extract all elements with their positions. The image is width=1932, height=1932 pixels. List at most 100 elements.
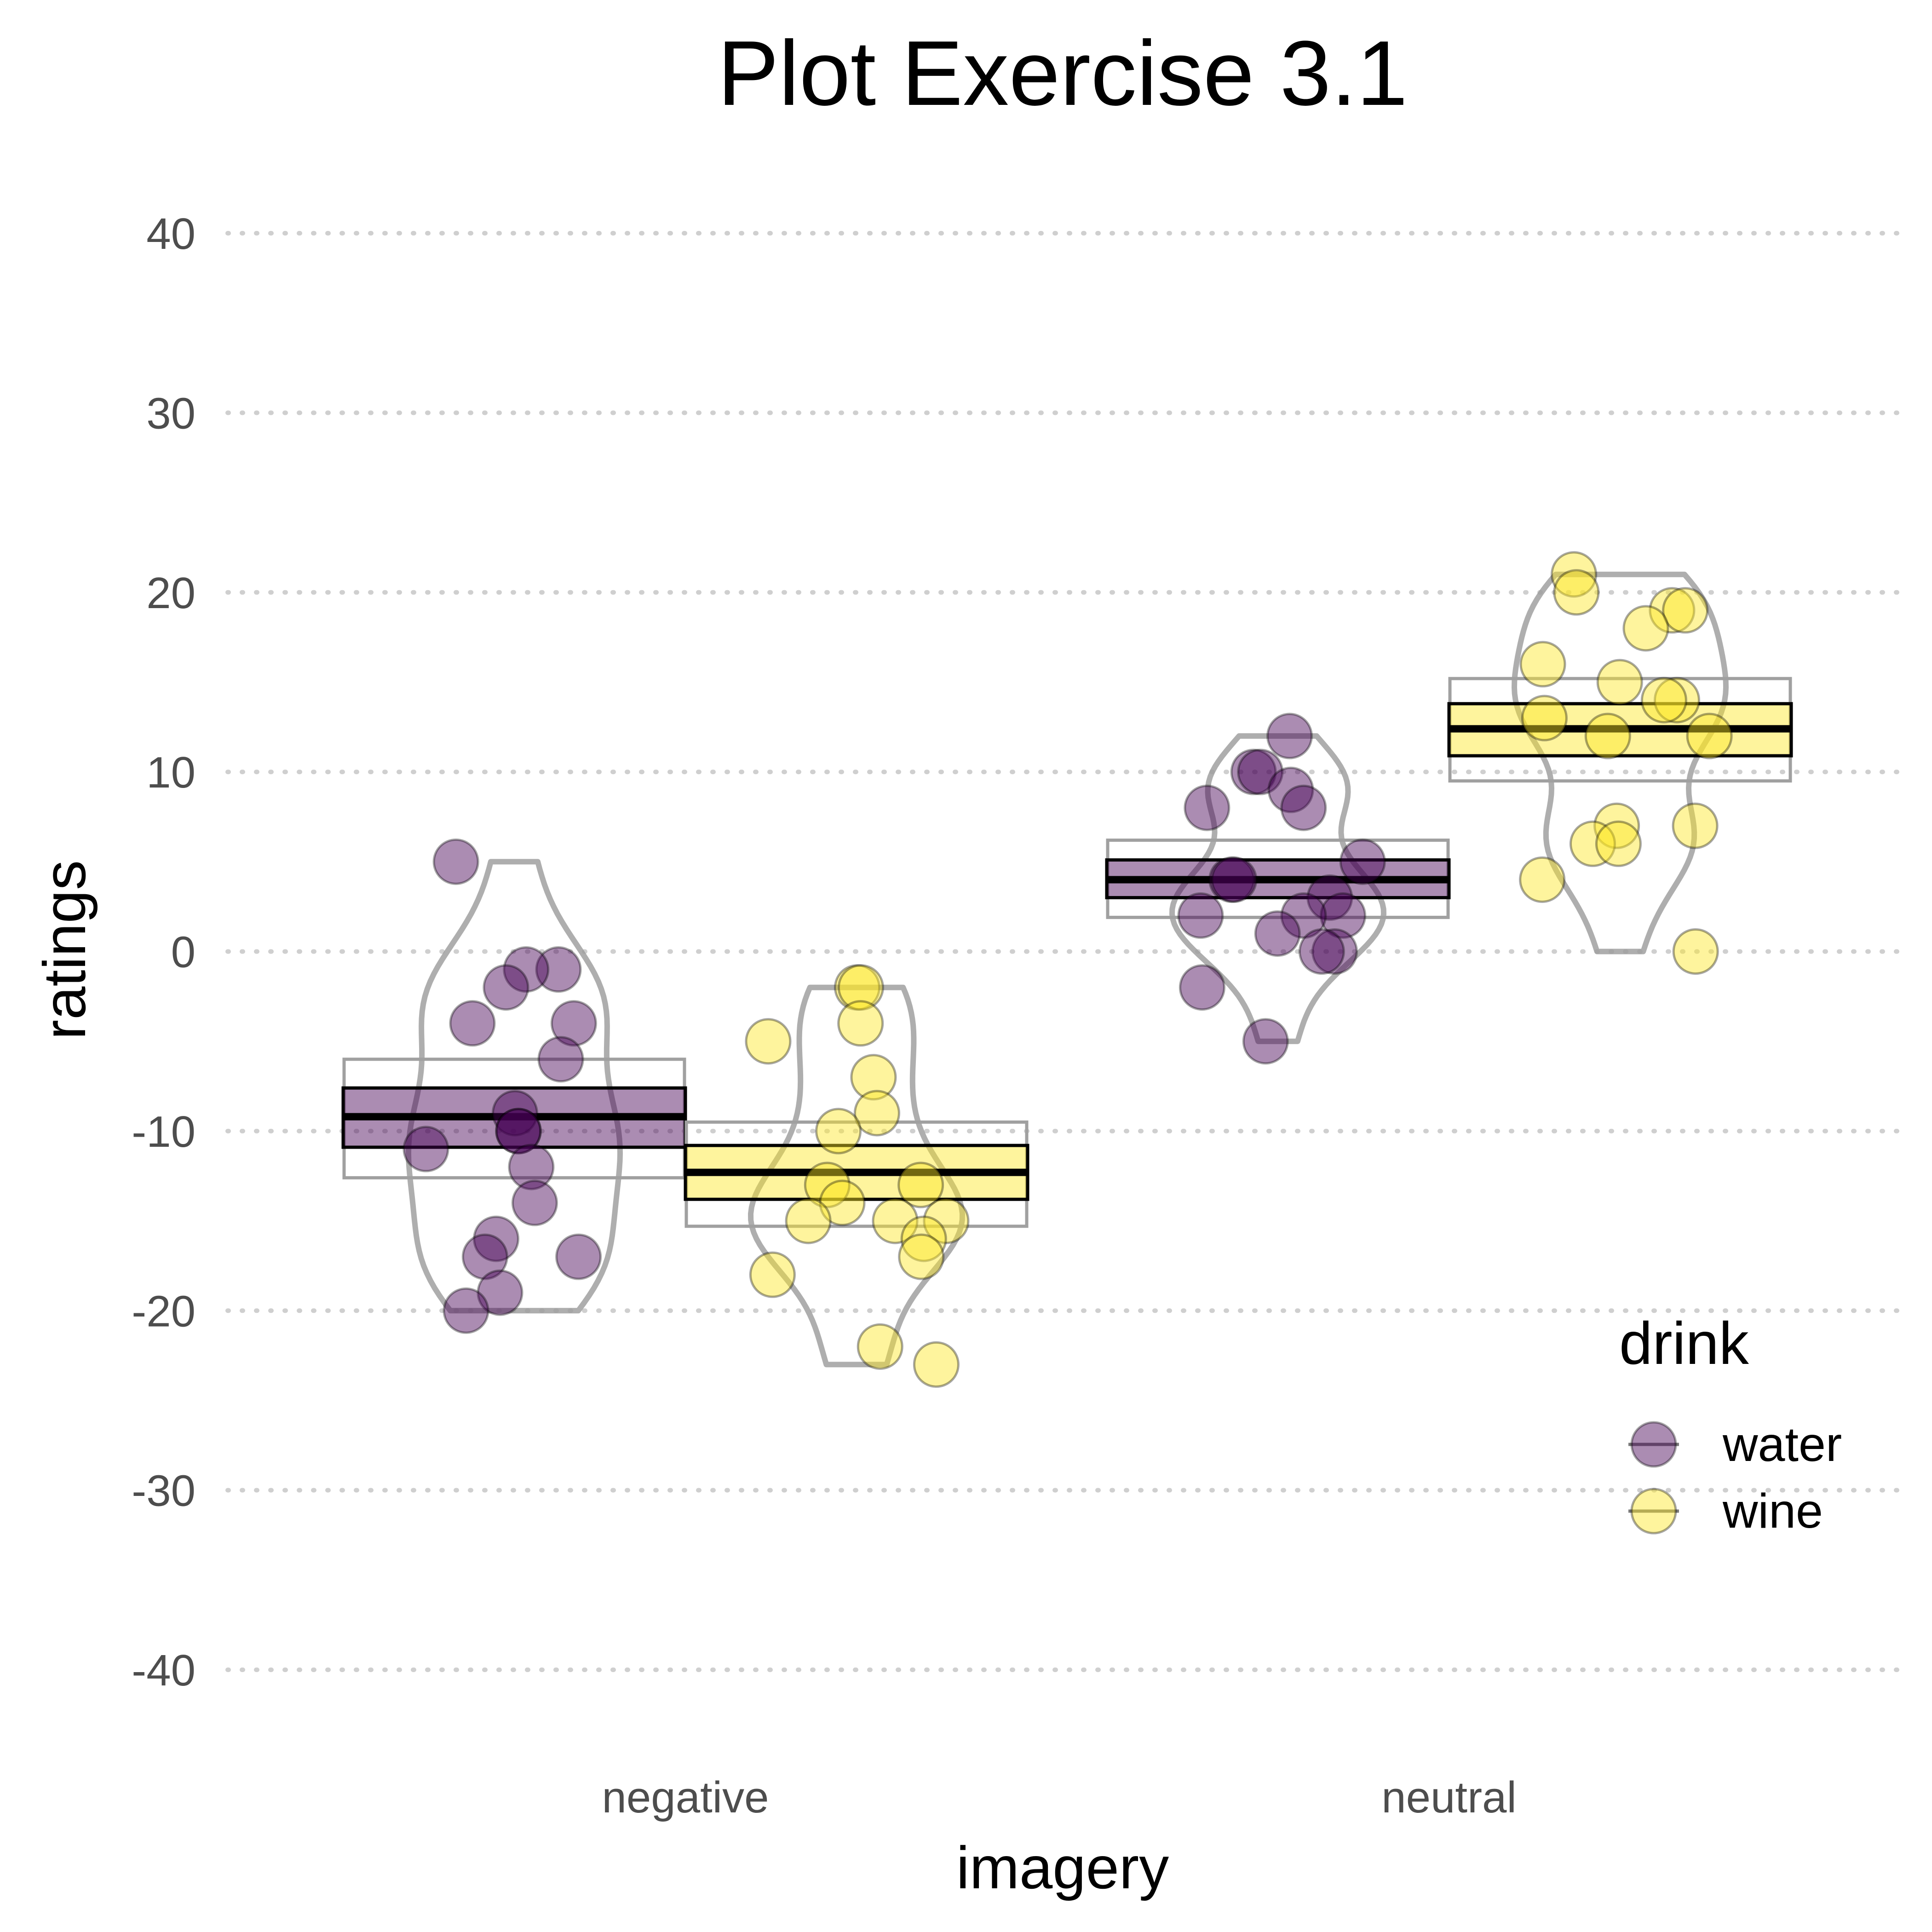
- violin-water-neutral: [1169, 733, 1386, 1044]
- point-wine: [1596, 659, 1643, 706]
- point-wine: [1649, 587, 1696, 634]
- point-wine: [872, 1197, 919, 1244]
- legend: drink water wine: [1619, 1310, 1842, 1538]
- point-wine: [1672, 802, 1719, 849]
- point-wine: [897, 1162, 944, 1208]
- point-water: [495, 1108, 542, 1155]
- point-water: [1177, 892, 1224, 939]
- point-wine: [785, 1197, 832, 1244]
- point-wine: [1569, 820, 1616, 867]
- x-tick-label: negative: [602, 1773, 769, 1822]
- y-tick-label: 0: [171, 928, 196, 977]
- point-wine: [913, 1341, 960, 1388]
- chart-title: Plot Exercise 3.1: [718, 22, 1408, 125]
- y-tick-label: -40: [132, 1646, 196, 1695]
- x-tick-labels: negative neutral: [602, 1773, 1517, 1822]
- point-wine: [749, 1251, 796, 1298]
- point-water: [1280, 784, 1327, 831]
- point-wine: [1622, 605, 1669, 652]
- x-tick-label: neutral: [1381, 1773, 1517, 1822]
- point-water: [1237, 748, 1284, 795]
- summary-boxes: [341, 677, 1793, 1228]
- y-tick-labels: 40 30 20 10 0 -10 -20 -30 -40: [132, 209, 196, 1695]
- legend-entries: water wine: [1628, 1417, 1842, 1538]
- point-water: [1267, 766, 1314, 813]
- point-water: [503, 946, 550, 993]
- point-water: [483, 964, 529, 1011]
- y-tick-label: -20: [132, 1287, 196, 1336]
- point-water: [511, 1179, 558, 1226]
- point-water: [477, 1269, 523, 1316]
- point-wine: [1640, 677, 1687, 724]
- legend-label-water: water: [1722, 1417, 1842, 1472]
- y-tick-label: 40: [146, 209, 196, 259]
- legend-title: drink: [1619, 1310, 1749, 1377]
- point-wine: [804, 1162, 851, 1208]
- point-wine: [1519, 641, 1566, 688]
- point-wine: [837, 964, 884, 1011]
- point-water: [1298, 928, 1345, 975]
- point-water: [1320, 892, 1367, 939]
- point-wine: [834, 964, 881, 1011]
- point-wine: [1521, 695, 1568, 742]
- point-wine: [745, 1018, 792, 1065]
- point-water: [1311, 928, 1358, 975]
- point-water: [537, 1036, 584, 1083]
- point-water: [1306, 874, 1353, 921]
- point-water: [461, 1233, 508, 1280]
- point-water: [1339, 838, 1386, 885]
- point-water: [1184, 784, 1230, 831]
- data-points: [402, 551, 1733, 1388]
- y-axis-title: ratings: [31, 860, 98, 1040]
- point-water: [555, 1233, 602, 1280]
- point-wine: [1519, 856, 1566, 903]
- point-wine: [857, 1323, 903, 1370]
- point-wine: [1553, 569, 1600, 616]
- point-water: [432, 838, 479, 885]
- point-wine: [1584, 713, 1631, 759]
- point-wine: [1653, 677, 1700, 724]
- point-water: [1230, 748, 1277, 795]
- y-tick-label: -10: [132, 1107, 196, 1156]
- point-wine: [1686, 713, 1733, 759]
- point-water: [443, 1287, 489, 1334]
- point-water: [1242, 1018, 1289, 1065]
- point-water: [550, 1000, 597, 1047]
- point-wine: [853, 1090, 900, 1137]
- point-wine: [815, 1108, 862, 1155]
- point-water: [1280, 892, 1327, 939]
- point-water: [492, 1090, 539, 1137]
- point-wine: [1551, 551, 1598, 598]
- legend-key-water: [1630, 1421, 1677, 1468]
- point-water: [1208, 856, 1255, 903]
- violin-water-negative: [406, 859, 623, 1314]
- y-tick-label: 30: [146, 389, 196, 438]
- violin-wine-negative: [748, 984, 965, 1368]
- point-water: [1254, 910, 1301, 957]
- point-water: [1211, 856, 1258, 903]
- violins: [406, 571, 1729, 1368]
- point-wine: [837, 1000, 884, 1047]
- point-wine: [1593, 802, 1640, 849]
- point-water: [449, 1000, 496, 1047]
- point-water: [473, 1215, 520, 1262]
- point-wine: [898, 1233, 945, 1280]
- legend-key-wine: [1630, 1488, 1677, 1535]
- point-wine: [900, 1215, 947, 1262]
- point-water: [402, 1126, 449, 1173]
- y-tick-label: 10: [146, 748, 196, 797]
- point-wine: [819, 1179, 866, 1226]
- point-wine: [1662, 587, 1709, 634]
- x-axis-title: imagery: [956, 1834, 1169, 1901]
- point-water: [1179, 964, 1225, 1011]
- point-water: [535, 946, 582, 993]
- y-tick-label: 20: [146, 569, 196, 618]
- point-wine: [923, 1197, 970, 1244]
- legend-label-wine: wine: [1722, 1484, 1823, 1538]
- violin-wine-neutral: [1512, 571, 1729, 954]
- y-tick-label: -30: [132, 1466, 196, 1516]
- point-water: [1266, 713, 1313, 759]
- point-water: [495, 1108, 542, 1155]
- point-wine: [1672, 928, 1719, 975]
